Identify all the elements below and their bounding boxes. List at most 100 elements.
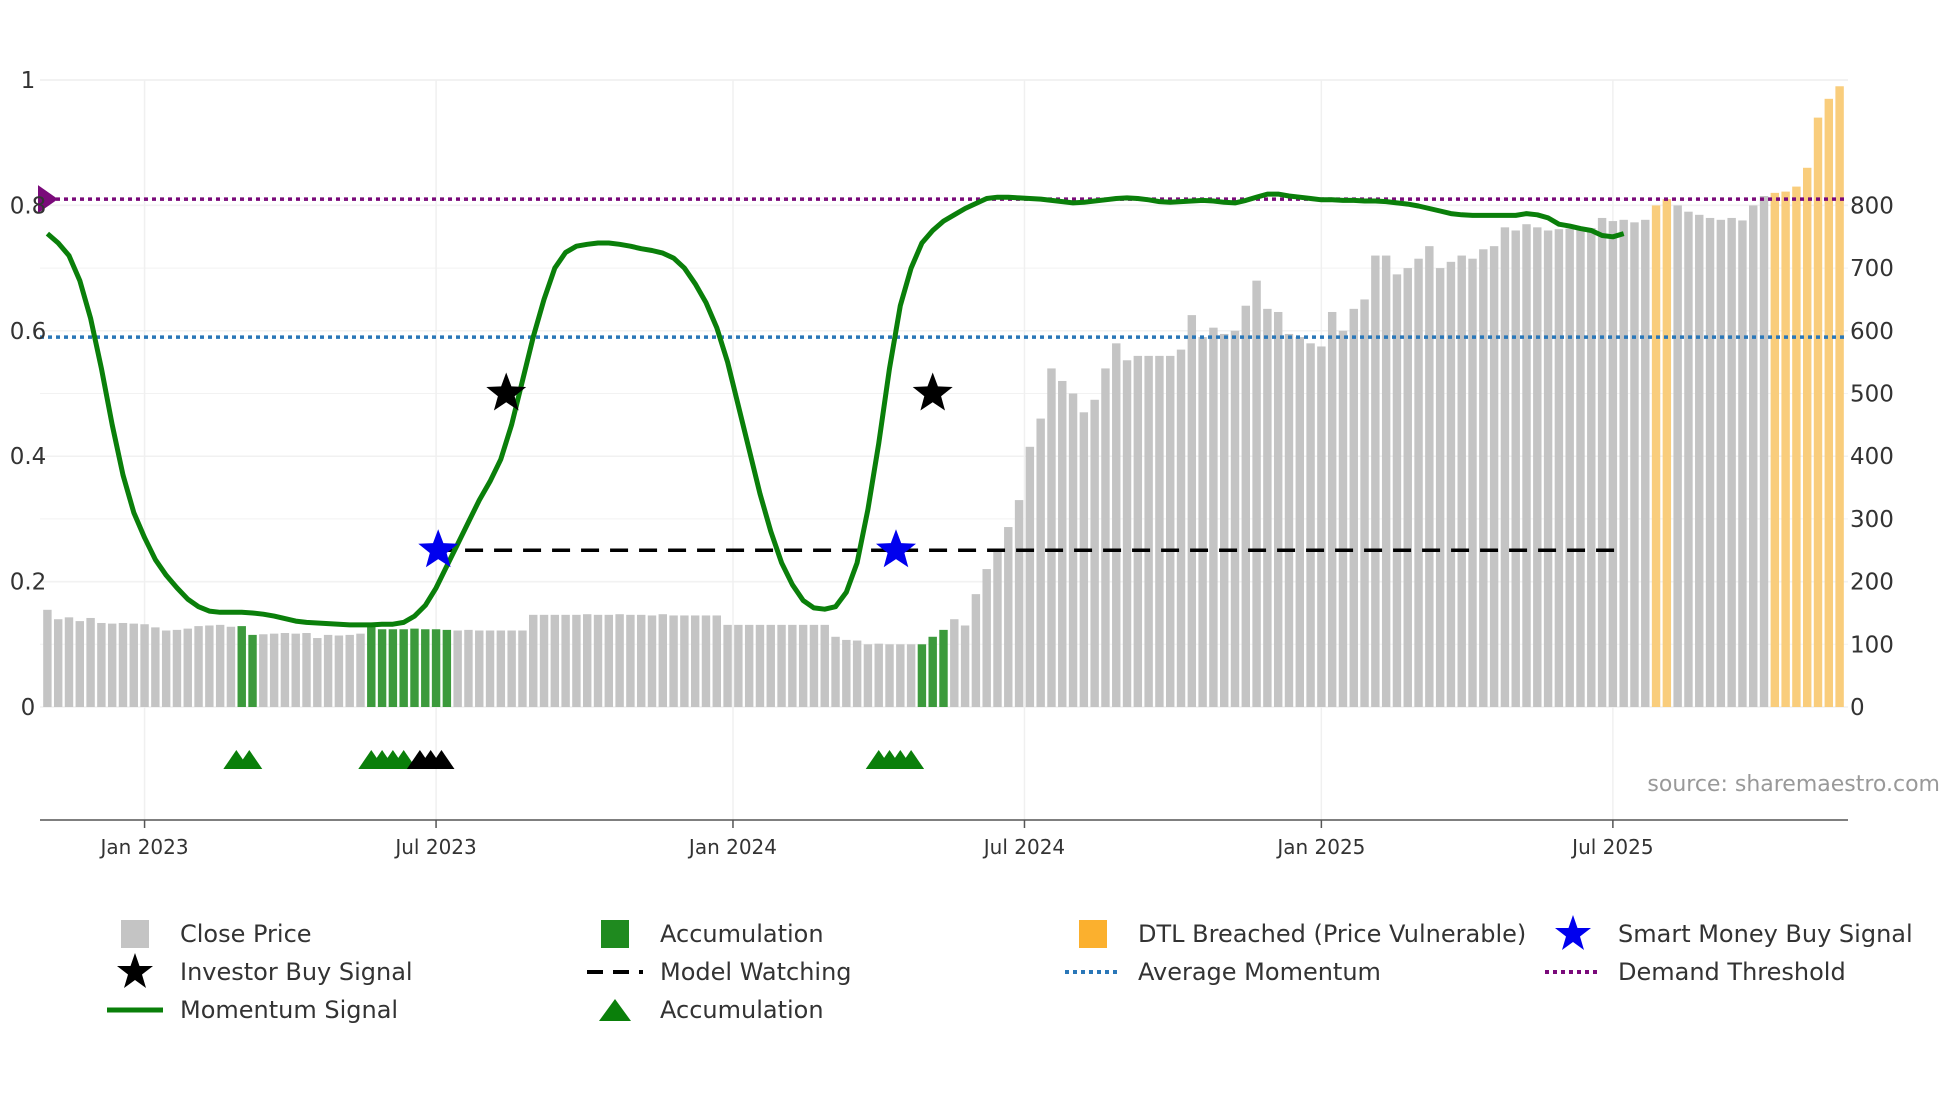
x-axis-ticks: Jan 2023 Jul 2023 Jan 2024 Jul 2024 Jan 2025… — [99, 820, 1654, 859]
accumulation-markers — [223, 750, 925, 769]
legend-item-smart-money: Smart Money Buy Signal — [1538, 915, 1913, 950]
bar — [798, 624, 808, 707]
bar — [291, 633, 300, 707]
right-tick-label: 300 — [1850, 507, 1894, 533]
accumulation-swatch-icon — [580, 918, 650, 950]
bar — [107, 623, 117, 707]
bar — [215, 624, 225, 707]
bar — [755, 624, 765, 707]
legend-label: Model Watching — [660, 958, 852, 986]
bar — [475, 630, 484, 707]
bar — [690, 615, 700, 707]
bar — [1425, 246, 1434, 707]
bar — [1803, 167, 1812, 707]
legend-item-investor-buy: Investor Buy Signal — [100, 953, 413, 988]
bar — [367, 625, 376, 707]
right-tick-label: 400 — [1850, 444, 1894, 470]
legend-item-model-watching: Model Watching — [580, 956, 852, 988]
bar — [1058, 380, 1067, 707]
dotted-blue-line-icon — [1058, 956, 1128, 988]
investor-buy-star — [486, 372, 527, 411]
bar — [1284, 333, 1294, 707]
bar — [1252, 280, 1261, 707]
legend-item-close-price: Close Price — [100, 918, 312, 950]
legend-label: Demand Threshold — [1618, 958, 1846, 986]
bar — [766, 624, 775, 707]
bar — [194, 626, 203, 707]
bar — [140, 624, 149, 707]
legend-item-dtl-breached: DTL Breached (Price Vulnerable) — [1058, 918, 1526, 950]
bar — [1565, 228, 1574, 707]
dashed-line-icon — [580, 956, 650, 988]
bar — [1241, 305, 1251, 707]
right-tick-label: 600 — [1850, 319, 1894, 345]
reference-lines — [38, 185, 1848, 552]
bar — [593, 614, 603, 707]
legend-label: Accumulation — [660, 920, 824, 948]
right-tick-label: 700 — [1850, 256, 1894, 282]
bar — [572, 614, 581, 707]
x-tick-label: Jul 2023 — [393, 835, 476, 859]
bar — [1770, 192, 1780, 708]
bar — [1468, 258, 1477, 707]
bar — [1608, 221, 1618, 707]
bar — [1403, 268, 1412, 707]
bar — [1079, 412, 1089, 707]
bar — [485, 630, 495, 707]
legend-item-accumulation-bar: Accumulation — [580, 918, 824, 950]
bar — [712, 615, 721, 707]
bar — [550, 614, 560, 707]
bar — [1695, 214, 1704, 707]
bar — [1327, 311, 1337, 707]
bar — [1781, 191, 1790, 707]
left-tick-label: 0.4 — [10, 444, 47, 470]
bar — [496, 630, 506, 707]
bar — [1306, 343, 1315, 707]
bar — [464, 629, 473, 707]
bar — [205, 625, 214, 707]
bar — [1446, 261, 1456, 707]
bar — [1651, 205, 1661, 707]
legend-label: Accumulation — [660, 996, 824, 1024]
bar — [971, 594, 981, 707]
green-line-icon — [100, 994, 170, 1026]
bar — [280, 633, 290, 707]
bar — [410, 628, 419, 707]
bar — [647, 615, 657, 707]
bar — [744, 624, 754, 707]
legend-item-average-momentum: Average Momentum — [1058, 956, 1381, 988]
black-star-icon — [100, 953, 170, 988]
bar — [701, 615, 711, 707]
bar — [906, 644, 916, 707]
bar — [831, 636, 840, 707]
bar — [453, 630, 462, 707]
bar — [388, 629, 398, 707]
x-tick-label: Jul 2024 — [982, 835, 1065, 859]
legend-label: Close Price — [180, 920, 312, 948]
bar — [669, 615, 678, 707]
bar — [259, 634, 268, 707]
bar — [226, 626, 236, 707]
bar — [1533, 227, 1542, 707]
bar — [809, 624, 819, 707]
bar — [518, 630, 527, 707]
bar — [345, 634, 354, 707]
x-tick-label: Jan 2024 — [687, 835, 777, 859]
bar — [1144, 355, 1153, 707]
bar — [604, 614, 614, 707]
bar — [1025, 446, 1035, 707]
bar — [1705, 217, 1715, 707]
bar — [1112, 343, 1121, 707]
bar — [1047, 368, 1056, 707]
right-tick-label: 500 — [1850, 382, 1894, 408]
bar — [1219, 333, 1229, 707]
bar — [1630, 222, 1639, 708]
bar — [1511, 230, 1520, 708]
bar — [1187, 315, 1197, 707]
bar — [1068, 393, 1078, 707]
bar — [1036, 418, 1045, 707]
bar — [1176, 349, 1186, 707]
bar — [129, 623, 138, 707]
bar — [1619, 219, 1628, 708]
bar — [820, 624, 829, 707]
